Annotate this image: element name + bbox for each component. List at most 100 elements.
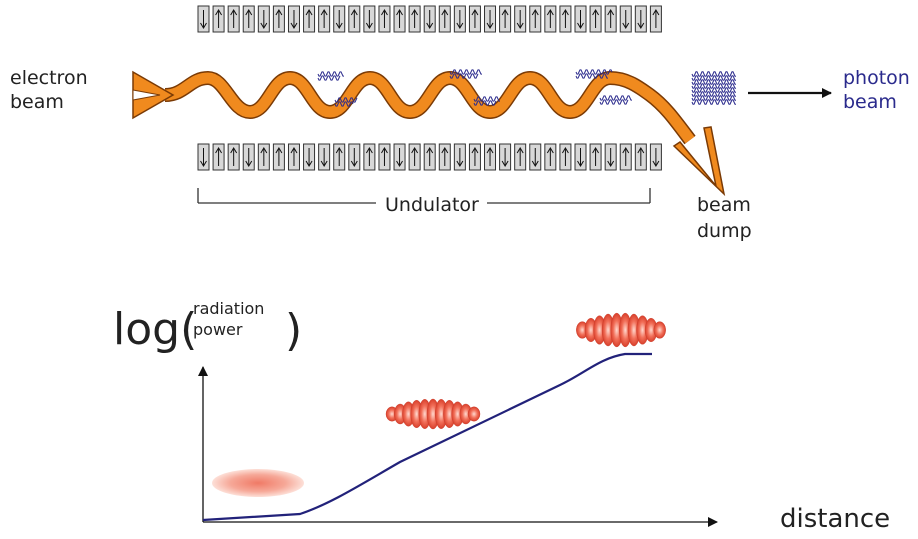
magnet-top-up [393, 5, 406, 33]
magnet-bottom-down [529, 143, 542, 171]
magnet-bottom-up [559, 143, 572, 171]
magnet-top-down [619, 5, 632, 33]
magnet-top-down [634, 5, 647, 33]
magnet-top-down [363, 5, 376, 33]
photon-wave [691, 83, 736, 89]
photon-wave [473, 100, 497, 106]
magnet-top-up [408, 5, 421, 33]
photon-wave [449, 69, 482, 75]
power-curve [202, 352, 652, 522]
magnet-bottom-up [363, 143, 376, 171]
magnet-bottom-up [287, 143, 300, 171]
photon-wave [334, 101, 354, 107]
photon-waves [317, 69, 736, 107]
magnet-top-down [257, 5, 270, 33]
magnet-bottom-up [484, 143, 497, 171]
electron-gun-slit [132, 89, 161, 101]
magnet-top-down [514, 5, 527, 33]
radiation-power-label-line2: power [193, 320, 243, 339]
magnet-top-up [272, 5, 285, 33]
magnet-bottom-down [303, 143, 316, 171]
beam-dump-label: beam dump [697, 192, 752, 244]
electron-beam-fill [164, 72, 695, 144]
magnet-top-up [212, 5, 225, 33]
photon-beam-label-line2: beam [843, 91, 897, 113]
magnet-bottom-up [468, 143, 481, 171]
bunch-uncorrelated [212, 469, 304, 497]
photon-wave [599, 99, 629, 105]
magnet-bottom-down [242, 143, 255, 171]
magnet-top-up [348, 5, 361, 33]
magnet-top-up [227, 5, 240, 33]
magnet-bottom-down [318, 143, 331, 171]
magnet-bottom-up [589, 143, 602, 171]
magnet-top-up [318, 5, 331, 33]
magnet-bottom-down [348, 143, 361, 171]
distance-label: distance [780, 504, 891, 534]
beam-dump-label-line2: dump [697, 220, 752, 242]
magnet-top-down [574, 5, 587, 33]
magnet-bottom-up [378, 143, 391, 171]
magnet-top-down [484, 5, 497, 33]
photon-wave [473, 96, 500, 102]
photon-wave [317, 75, 341, 81]
magnet-bottom-down [197, 143, 210, 171]
photon-wave [449, 73, 479, 79]
magnet-bottom-up [272, 143, 285, 171]
undulator-label: Undulator [377, 194, 487, 216]
graph-axes [198, 366, 718, 527]
magnet-top-up [589, 5, 602, 33]
photon-wave [691, 79, 736, 85]
photon-wave [599, 95, 632, 101]
magnet-top-up [544, 5, 557, 33]
magnet-bottom-up [634, 143, 647, 171]
magnet-top-up [529, 5, 542, 33]
magnet-bottom-up [619, 143, 632, 171]
magnet-top-up [378, 5, 391, 33]
electron-beam-label-line1: electron [10, 67, 88, 89]
magnet-top-down [453, 5, 466, 33]
magnet-top-up [559, 5, 572, 33]
magnet-top-up [604, 5, 617, 33]
electron-beam-label: electron beam [10, 66, 88, 114]
magnet-top-up [499, 5, 512, 33]
magnet-top-up [649, 5, 662, 33]
log-prefix-label: log( [113, 304, 198, 355]
photon-beam-label-line1: photon [843, 67, 910, 89]
magnet-bottom-up [423, 143, 436, 171]
photon-wave [691, 75, 736, 81]
magnet-bottom-down [453, 143, 466, 171]
magnet-bottom-up [514, 143, 527, 171]
microbunch [467, 406, 481, 422]
magnet-bottom-down [574, 143, 587, 171]
photon-beam-label: photon beam [843, 66, 910, 114]
bunch-saturated [576, 312, 666, 348]
photon-wave [575, 69, 613, 75]
magnet-bottom-up [544, 143, 557, 171]
magnet-bottom-up [408, 143, 421, 171]
magnet-top-down [333, 5, 346, 33]
magnet-bottom-up [212, 143, 225, 171]
undulator-magnets-bottom [197, 143, 662, 171]
log-suffix-label: ) [285, 305, 303, 356]
beam-dump [672, 126, 726, 197]
photon-wave [691, 71, 736, 77]
photon-wave [575, 73, 608, 79]
electron-beam [132, 70, 696, 145]
magnet-bottom-down [604, 143, 617, 171]
magnet-bottom-down [393, 143, 406, 171]
radiation-power-label-line1: radiation [193, 299, 265, 318]
undulator-magnets-top [197, 5, 662, 33]
magnet-top-up [468, 5, 481, 33]
photon-wave [317, 71, 344, 77]
undulator-bracket [197, 188, 651, 204]
electron-beam-label-line2: beam [10, 91, 64, 113]
magnet-bottom-up [227, 143, 240, 171]
microbunch [653, 321, 666, 339]
magnet-bottom-down [499, 143, 512, 171]
magnet-top-up [438, 5, 451, 33]
photon-wave [334, 97, 358, 103]
photon-wave [691, 99, 736, 105]
magnet-bottom-down [649, 143, 662, 171]
